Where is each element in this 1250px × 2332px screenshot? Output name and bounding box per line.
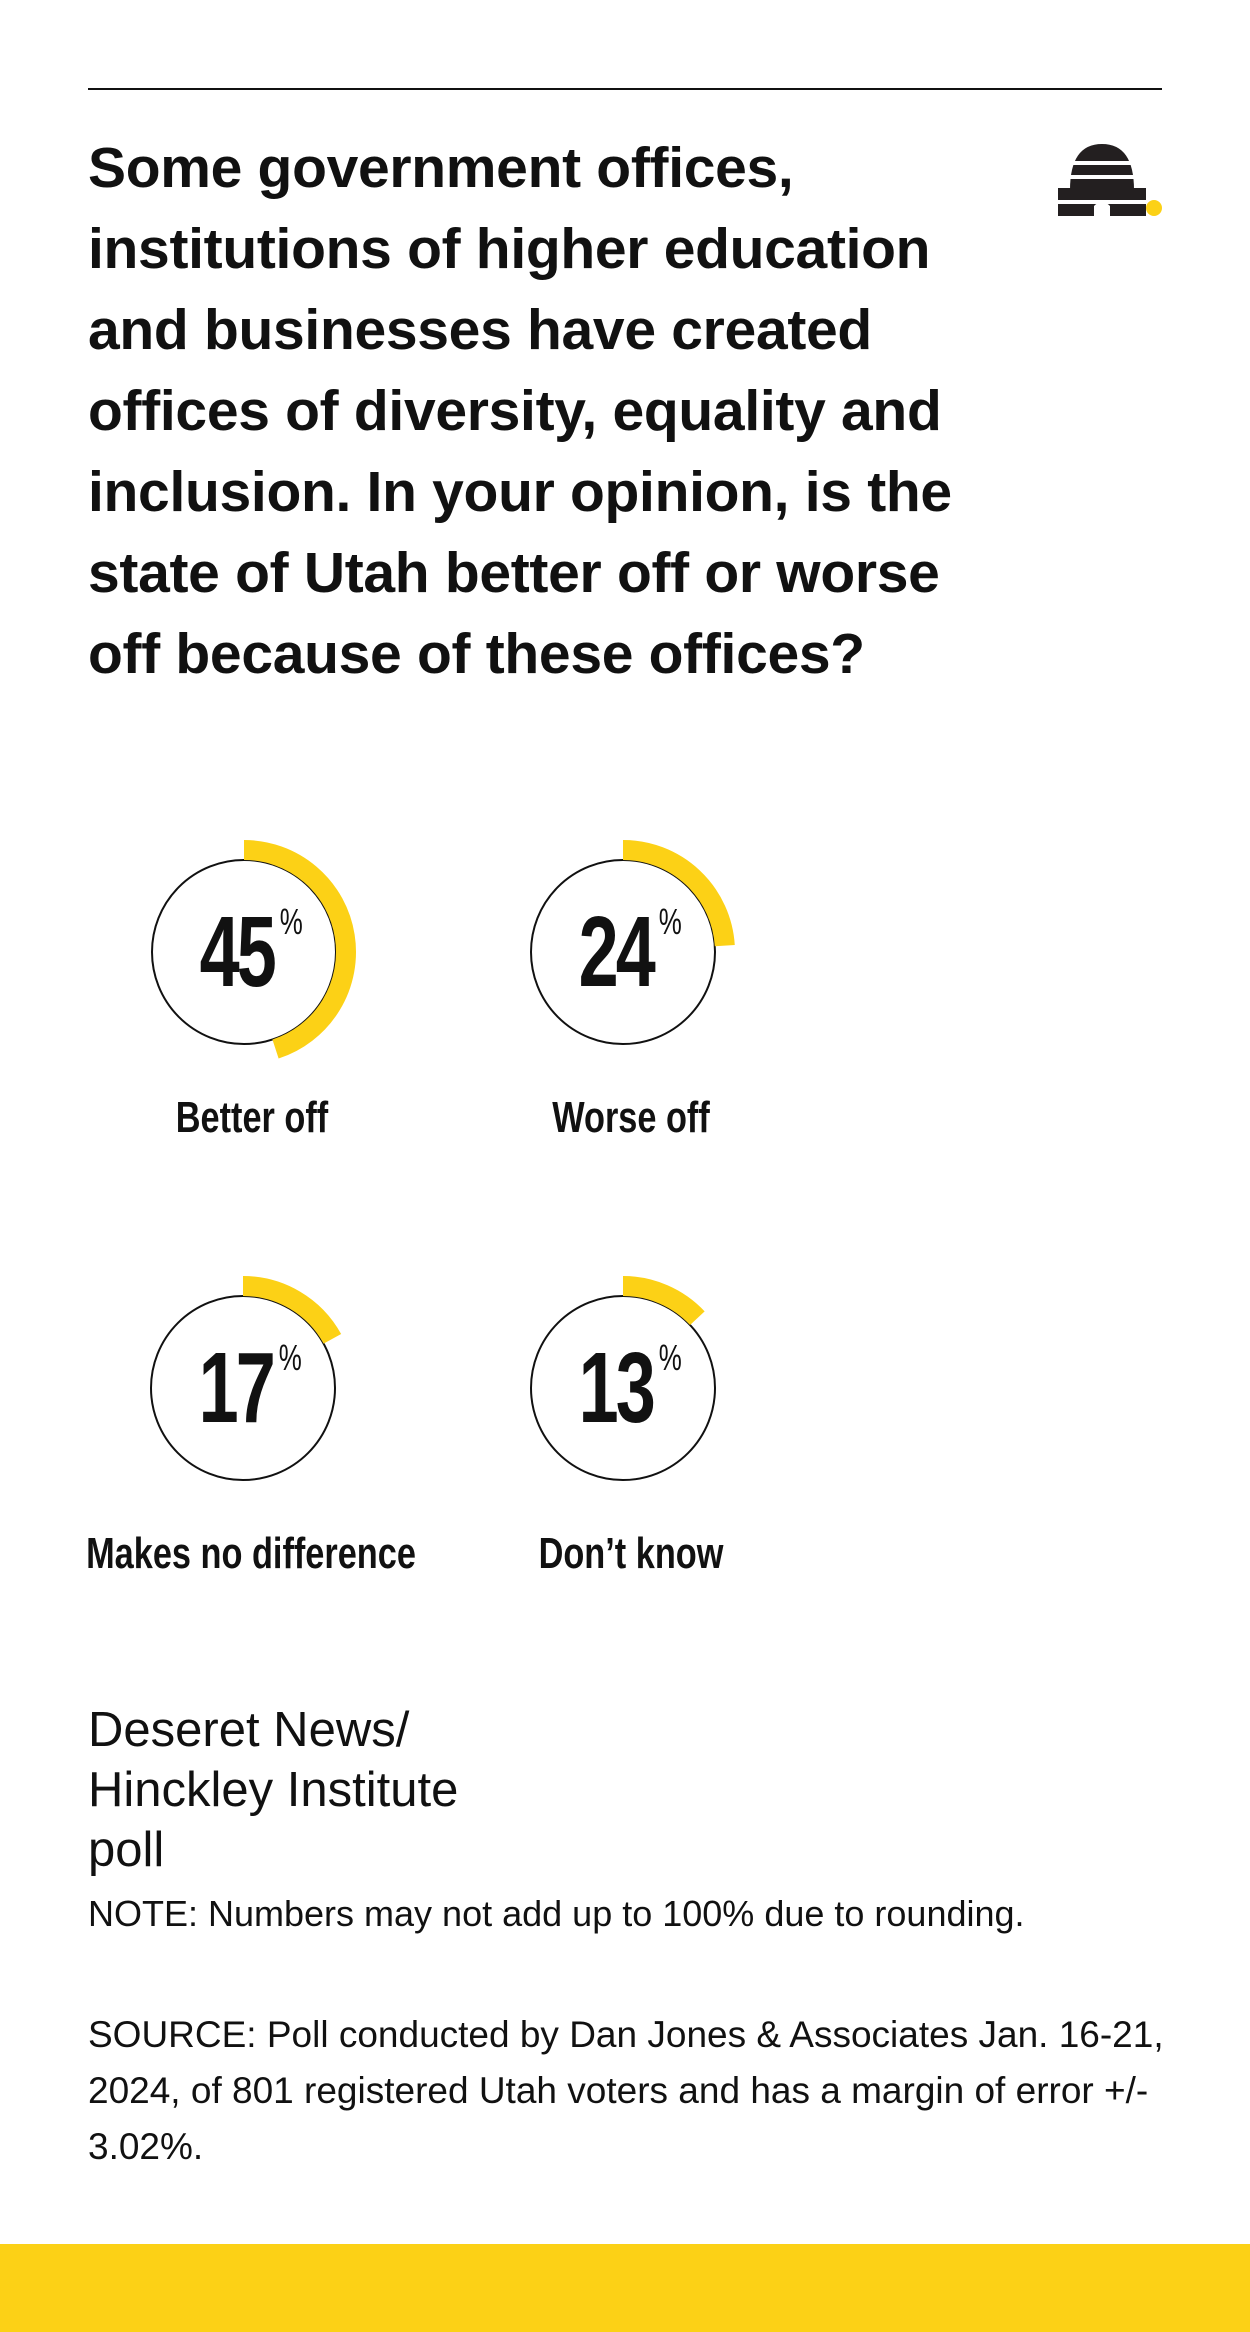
label-group: Don’t know xyxy=(539,1529,724,1578)
gauge-arc xyxy=(243,840,356,1059)
gauge-arc xyxy=(622,1276,705,1326)
source: SOURCE: Poll conducted by Dan Jones & As… xyxy=(88,2014,1164,2167)
note: NOTE: Numbers may not add up to 100% due… xyxy=(88,1893,1025,1934)
label-group: Better off xyxy=(176,1093,329,1142)
logo xyxy=(1058,144,1162,216)
value-label: 45 xyxy=(200,896,276,1007)
category-label: Worse off xyxy=(552,1093,710,1142)
value-group: 24% xyxy=(579,896,682,1007)
category-label: Don’t know xyxy=(539,1529,724,1578)
top-rule xyxy=(88,88,1162,90)
credit: Deseret News/ Hinckley Institute poll xyxy=(88,1703,459,1877)
category-label: Makes no difference xyxy=(86,1529,416,1578)
gauge-arc xyxy=(622,840,735,947)
value-group: 17% xyxy=(199,1332,302,1443)
value-unit: % xyxy=(280,902,303,942)
value-label: 13 xyxy=(579,1332,654,1443)
value-unit: % xyxy=(659,902,682,942)
label-group: Worse off xyxy=(552,1093,710,1142)
value-unit: % xyxy=(279,1338,302,1378)
footer-band xyxy=(0,2244,1250,2332)
chart-title: Some government offices, institutions of… xyxy=(88,136,952,686)
value-label: 17 xyxy=(199,1332,273,1443)
label-group: Makes no difference xyxy=(86,1529,416,1578)
gauges: 45 % Better off 24 % Worse off 17 % Makes no dif… xyxy=(86,840,735,1578)
value-unit: % xyxy=(659,1338,682,1378)
value-group: 45% xyxy=(200,896,303,1007)
category-label: Better off xyxy=(176,1093,329,1142)
value-group: 13% xyxy=(579,1332,682,1443)
gauge-arc xyxy=(242,1276,342,1344)
value-label: 24 xyxy=(579,896,656,1007)
